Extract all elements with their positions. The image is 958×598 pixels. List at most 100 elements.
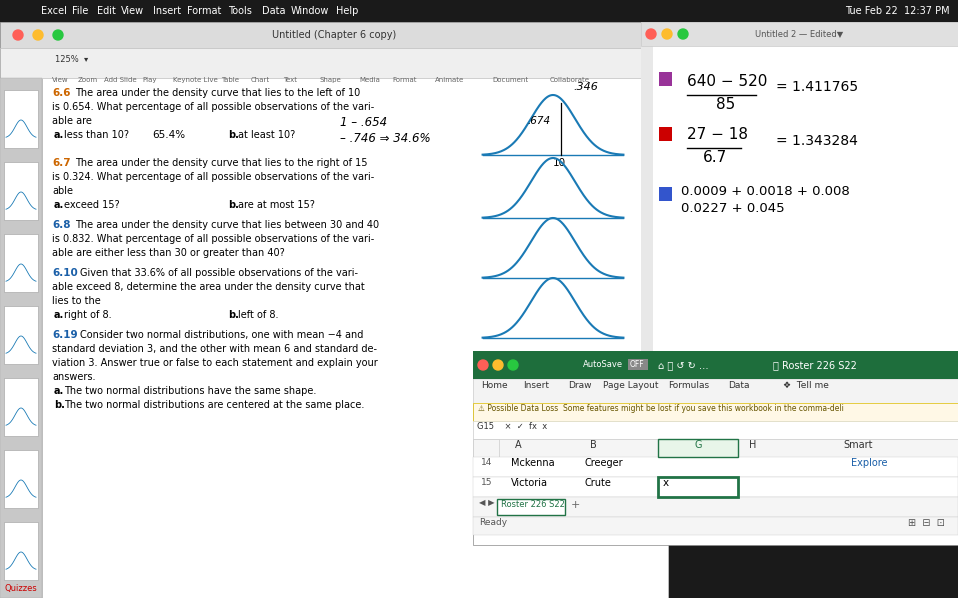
- Text: Draw: Draw: [568, 381, 591, 390]
- Text: G: G: [695, 440, 702, 450]
- Text: G15    ×  ✓  fx  x: G15 × ✓ fx x: [477, 422, 547, 431]
- Text: – .746 ⇒ 34.6%: – .746 ⇒ 34.6%: [340, 132, 431, 145]
- Text: right of 8.: right of 8.: [64, 310, 112, 320]
- Text: B: B: [589, 440, 597, 450]
- Text: Collaborate: Collaborate: [550, 77, 590, 83]
- Bar: [473, 439, 499, 457]
- Text: ◀ ▶: ◀ ▶: [479, 498, 494, 507]
- Text: AutoSave: AutoSave: [583, 360, 623, 369]
- Text: 125%  ▾: 125% ▾: [55, 56, 88, 65]
- Text: Play: Play: [143, 77, 157, 83]
- Bar: [658, 477, 738, 497]
- Text: 0.0009 + 0.0018 + 0.008: 0.0009 + 0.0018 + 0.008: [681, 185, 850, 198]
- Text: Consider two normal distributions, one with mean −4 and: Consider two normal distributions, one w…: [80, 330, 363, 340]
- Bar: [4, 306, 38, 364]
- Text: A: A: [514, 440, 521, 450]
- Bar: [659, 127, 672, 141]
- Text: Window: Window: [291, 6, 330, 16]
- Text: Mckenna: Mckenna: [511, 458, 555, 468]
- Bar: [497, 499, 565, 515]
- Text: 10: 10: [553, 158, 566, 168]
- Bar: [473, 379, 958, 403]
- Text: a.: a.: [54, 130, 64, 140]
- Text: able: able: [52, 186, 73, 196]
- Text: View: View: [121, 6, 144, 16]
- Text: a.: a.: [54, 386, 64, 396]
- Bar: [641, 46, 653, 352]
- Text: Document: Document: [492, 77, 528, 83]
- Circle shape: [662, 29, 672, 39]
- Text: is 0.324. What percentage of all possible observations of the vari-: is 0.324. What percentage of all possibl…: [52, 172, 375, 182]
- Text: exceed 15?: exceed 15?: [64, 200, 120, 210]
- Text: viation 3. Answer true or false to each statement and explain your: viation 3. Answer true or false to each …: [52, 358, 377, 368]
- Text: 1 – .654: 1 – .654: [340, 116, 387, 129]
- Text: lies to the: lies to the: [52, 296, 101, 306]
- Bar: [641, 22, 958, 352]
- Bar: [659, 187, 672, 201]
- Text: Untitled 2 — Edited▼: Untitled 2 — Edited▼: [755, 29, 843, 38]
- Bar: [0, 48, 668, 78]
- Circle shape: [478, 360, 488, 370]
- Bar: [628, 359, 648, 370]
- Text: Formulas: Formulas: [668, 381, 709, 390]
- Circle shape: [13, 30, 23, 40]
- Text: Insert: Insert: [523, 381, 549, 390]
- Text: 14: 14: [481, 458, 492, 467]
- Text: b.: b.: [228, 130, 239, 140]
- Text: ⊞  ⊟  ⊡: ⊞ ⊟ ⊡: [908, 518, 945, 528]
- Text: less than 10?: less than 10?: [64, 130, 129, 140]
- Text: Text: Text: [283, 77, 297, 83]
- Text: Quizzes: Quizzes: [5, 584, 37, 593]
- Text: Tue Feb 22  12:37 PM: Tue Feb 22 12:37 PM: [845, 6, 950, 16]
- Text: Creeger: Creeger: [585, 458, 624, 468]
- Text: Victoria: Victoria: [511, 478, 548, 488]
- Text: Tools: Tools: [228, 6, 252, 16]
- Text: ⚠ Possible Data Loss  Some features might be lost if you save this workbook in t: ⚠ Possible Data Loss Some features might…: [478, 404, 844, 413]
- Text: 6.7: 6.7: [52, 158, 71, 168]
- Bar: [473, 457, 958, 477]
- Text: Help: Help: [336, 6, 358, 16]
- Text: Crute: Crute: [585, 478, 612, 488]
- Bar: [641, 22, 958, 46]
- Bar: [659, 72, 672, 86]
- Text: ❖  Tell me: ❖ Tell me: [783, 381, 829, 390]
- Bar: [4, 90, 38, 148]
- Text: Home: Home: [481, 381, 508, 390]
- Text: 0.0227 + 0.045: 0.0227 + 0.045: [681, 202, 785, 215]
- Text: View: View: [52, 77, 68, 83]
- Text: Chart: Chart: [250, 77, 269, 83]
- Text: Format: Format: [393, 77, 418, 83]
- Text: 85: 85: [716, 97, 735, 112]
- Text: Shape: Shape: [319, 77, 341, 83]
- Text: left of 8.: left of 8.: [238, 310, 279, 320]
- Text: 6.7: 6.7: [703, 150, 727, 165]
- Text: b.: b.: [228, 200, 239, 210]
- Text: .674: .674: [527, 116, 550, 126]
- Bar: [473, 351, 958, 379]
- Bar: [473, 351, 958, 545]
- Text: standard deviation 3, and the other with mean 6 and standard de-: standard deviation 3, and the other with…: [52, 344, 377, 354]
- Text: Edit: Edit: [97, 6, 115, 16]
- Bar: [473, 517, 958, 535]
- Bar: [4, 522, 38, 580]
- Text: = 1.411765: = 1.411765: [776, 80, 858, 94]
- Text: 6.8: 6.8: [52, 220, 71, 230]
- Bar: [0, 0, 958, 22]
- Text: is 0.654. What percentage of all possible observations of the vari-: is 0.654. What percentage of all possibl…: [52, 102, 375, 112]
- Text: b.: b.: [228, 310, 239, 320]
- Text: able are: able are: [52, 116, 92, 126]
- Text: The two normal distributions are centered at the same place.: The two normal distributions are centere…: [64, 400, 364, 410]
- Text: Untitled (Chapter 6 copy): Untitled (Chapter 6 copy): [272, 30, 396, 40]
- Text: Ready: Ready: [479, 518, 507, 527]
- Text: is 0.832. What percentage of all possible observations of the vari-: is 0.832. What percentage of all possibl…: [52, 234, 375, 244]
- Text: a.: a.: [54, 310, 64, 320]
- Text: OFF: OFF: [630, 360, 645, 369]
- Text: Media: Media: [359, 77, 380, 83]
- Circle shape: [678, 29, 688, 39]
- Circle shape: [33, 30, 43, 40]
- Bar: [42, 78, 668, 598]
- Text: able are either less than 30 or greater than 40?: able are either less than 30 or greater …: [52, 248, 285, 258]
- Text: Insert: Insert: [153, 6, 181, 16]
- Text: The area under the density curve that lies between 30 and 40: The area under the density curve that li…: [75, 220, 379, 230]
- Text: Format: Format: [187, 6, 221, 16]
